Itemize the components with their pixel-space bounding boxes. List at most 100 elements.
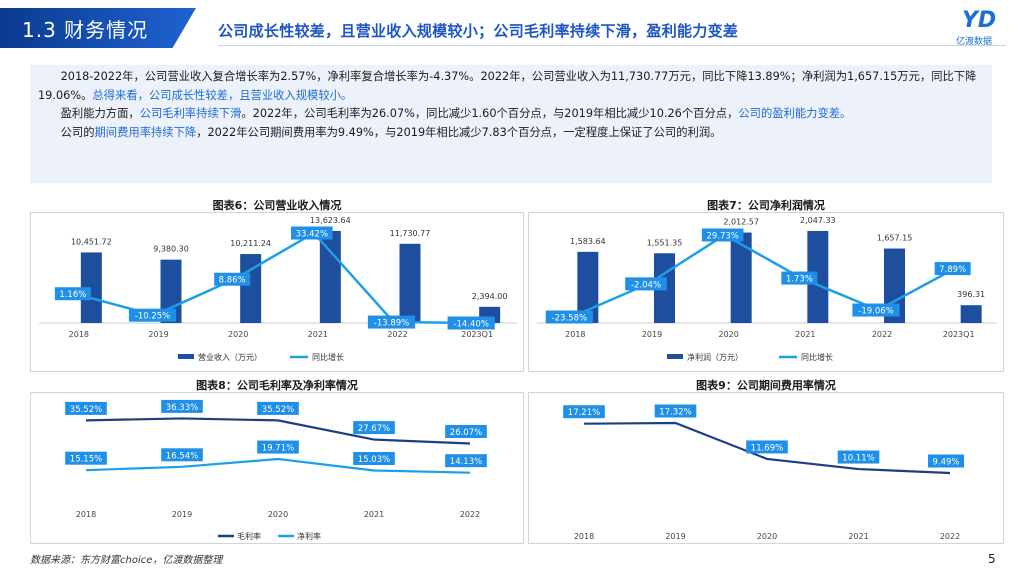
bar-value-label: 396.31	[957, 290, 985, 299]
x-tick-label: 2023Q1	[943, 330, 975, 339]
legend-label: 净利率	[297, 531, 321, 541]
point-label: 19.71%	[262, 444, 294, 454]
chart-panel-net-profit: 1,583.64 1,551.35 2,012.57 2,047.33 1,657.15…	[528, 212, 1004, 372]
point-label-bg	[65, 451, 107, 465]
point-label-bg	[445, 454, 487, 468]
x-tick-label: 2021	[308, 330, 328, 339]
point-label: 17.21%	[568, 408, 600, 418]
legend-label: 营业收入（万元）	[198, 352, 262, 362]
x-tick-label: 2019	[148, 330, 168, 339]
chart-panel-margins: 35.52% 36.33% 35.52% 27.67% 26.07% 15.15% 16.5…	[30, 392, 524, 544]
x-tick-label: 2020	[718, 330, 738, 339]
growth-label-bg	[367, 315, 416, 329]
series-line	[583, 421, 951, 475]
bar	[160, 259, 182, 323]
revenue-chart: 10,451.72 9,380.30 10,211.24 13,623.64 11,73…	[39, 216, 517, 362]
point-label: 15.15%	[70, 455, 102, 465]
x-tick-label: 2023Q1	[461, 330, 493, 339]
growth-label: 1.73%	[786, 275, 813, 285]
bar-value-label: 2,047.33	[800, 216, 836, 225]
x-tick-label: 2022	[872, 330, 892, 339]
point-label: 36.33%	[166, 403, 198, 413]
bar-value-label: 2,394.00	[472, 292, 508, 301]
header-divider	[218, 45, 1006, 46]
section-title: 1.3 财务情况	[22, 18, 149, 42]
header: 1.3 财务情况 公司成长性较差，且营业收入规模较小；公司毛利率持续下滑，盈利能…	[0, 0, 1024, 56]
chart-title: 图表7：公司净利润情况	[707, 199, 825, 212]
x-tick-label: 2020	[228, 330, 248, 339]
growth-label-bg	[447, 316, 495, 330]
page-number: 5	[988, 552, 996, 566]
growth-label: -10.25%	[135, 312, 170, 322]
bar-value-label: 2,012.57	[723, 218, 759, 227]
x-tick-label: 2022	[387, 330, 407, 339]
point-label-bg	[445, 424, 487, 438]
point-label-bg	[65, 401, 107, 415]
bar	[960, 305, 982, 323]
point-label-bg	[654, 404, 697, 418]
chart-title: 图表6：公司营业收入情况	[212, 199, 342, 212]
bar	[577, 251, 599, 323]
summary-highlight: 期间费用率持续下降	[94, 125, 197, 139]
growth-label: 1.16%	[59, 290, 86, 300]
bar-value-label: 11,730.77	[390, 229, 431, 238]
x-tick-label: 2018	[565, 330, 585, 339]
bar	[80, 252, 102, 323]
series-line	[85, 417, 471, 445]
growth-label: 29.73%	[706, 232, 738, 242]
summary-box: 2018-2022年，公司营业收入复合增长率为2.57%，净利率复合增长率为-4…	[30, 65, 992, 183]
x-tick-label: 2018	[574, 532, 594, 541]
logo-mark: YD	[962, 8, 997, 33]
growth-label-bg	[291, 226, 333, 240]
point-label-bg	[353, 451, 395, 465]
page-headline: 公司成长性较差，且营业收入规模较小；公司毛利率持续下滑，盈利能力变差	[218, 22, 739, 40]
x-tick-label: 2020	[757, 532, 777, 541]
point-label-bg	[563, 405, 605, 419]
growth-label-bg	[934, 262, 971, 276]
bar-value-label: 1,551.35	[647, 238, 683, 247]
growth-label: -2.04%	[631, 280, 661, 290]
growth-label: 33.42%	[296, 230, 328, 240]
x-tick-label: 2020	[268, 510, 288, 519]
growth-label: -13.89%	[374, 319, 409, 329]
point-label-bg	[928, 454, 964, 468]
summary-text: 。2022年，公司毛利率为26.07%，同比减少1.60个百分点，与2019年相…	[241, 107, 739, 120]
margin-chart: 35.52% 36.33% 35.52% 27.67% 26.07% 15.15% 16.5…	[65, 399, 487, 541]
x-tick-label: 2019	[665, 532, 685, 541]
legend-swatch-bar	[178, 354, 194, 359]
point-label-bg	[746, 440, 788, 454]
growth-label: 7.89%	[939, 265, 966, 275]
bar	[319, 231, 341, 323]
growth-label: 8.86%	[219, 276, 246, 286]
series-line	[85, 457, 471, 474]
point-label-bg	[837, 450, 880, 464]
growth-label: -19.06%	[858, 307, 893, 317]
legend-label: 毛利率	[237, 531, 261, 541]
point-label: 14.13%	[450, 457, 482, 467]
summary-text: ，2022年公司期间费用率为9.49%，与2019年相比减少7.83个百分点，一…	[196, 125, 722, 139]
legend-swatch-bar	[667, 354, 683, 359]
chart-panel-revenue: 10,451.72 9,380.30 10,211.24 13,623.64 11,73…	[30, 212, 524, 372]
point-label: 26.07%	[450, 428, 482, 438]
summary-highlight: 总得来看，公司成长性较差，且营业收入规模较小。	[92, 88, 353, 102]
growth-label-bg	[625, 277, 667, 291]
point-label: 27.67%	[358, 424, 390, 434]
x-tick-label: 2018	[69, 330, 89, 339]
point-label: 17.32%	[659, 408, 691, 418]
growth-label-bg	[214, 272, 251, 286]
bar-value-label: 10,211.24	[230, 239, 271, 248]
x-tick-label: 2021	[364, 510, 384, 519]
summary-paragraph-2: 盈利能力方面，公司毛利率持续下滑。2022年，公司毛利率为26.07%，同比减少…	[38, 105, 984, 124]
legend-label: 同比增长	[801, 352, 833, 362]
legend-label: 净利润（万元）	[687, 352, 743, 362]
bar-value-label: 13,623.64	[310, 216, 351, 225]
point-label: 35.52%	[70, 405, 102, 415]
growth-label-bg	[781, 271, 818, 285]
point-label-bg	[161, 399, 203, 413]
point-label: 11.69%	[751, 443, 783, 453]
chart-title: 图表8：公司毛利率及净利率情况	[196, 379, 358, 392]
bar	[807, 231, 829, 323]
summary-highlight: 公司的盈利能力变差。	[738, 107, 852, 120]
summary-text: 2018-2022年，公司营业收入复合增长率为2.57%，净利率复合增长率为-4…	[38, 70, 977, 102]
logo-text: 亿渡数据	[956, 37, 993, 47]
